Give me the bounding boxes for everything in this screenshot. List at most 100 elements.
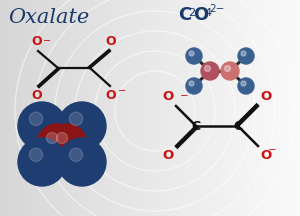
Bar bbox=[80, 0, 81, 216]
Bar bbox=[89, 0, 90, 216]
Bar bbox=[178, 0, 179, 216]
Bar bbox=[204, 0, 205, 216]
Bar bbox=[129, 0, 130, 216]
Bar bbox=[102, 0, 103, 216]
Bar bbox=[97, 0, 98, 216]
Bar bbox=[262, 0, 263, 216]
Text: −: − bbox=[43, 36, 51, 46]
Bar bbox=[206, 0, 207, 216]
Bar bbox=[104, 0, 105, 216]
Circle shape bbox=[186, 48, 202, 64]
Bar bbox=[150, 0, 151, 216]
Circle shape bbox=[241, 81, 246, 86]
Circle shape bbox=[58, 138, 106, 186]
Bar bbox=[211, 0, 212, 216]
Text: O: O bbox=[32, 35, 42, 48]
Bar bbox=[51, 0, 52, 216]
Bar bbox=[35, 0, 36, 216]
Bar bbox=[263, 0, 264, 216]
Text: O: O bbox=[163, 90, 174, 103]
Bar bbox=[236, 0, 237, 216]
Bar bbox=[196, 0, 197, 216]
Bar bbox=[156, 0, 157, 216]
Bar bbox=[127, 0, 128, 216]
Bar bbox=[254, 0, 255, 216]
Bar bbox=[276, 0, 277, 216]
Bar bbox=[163, 0, 164, 216]
Bar bbox=[222, 0, 223, 216]
Bar bbox=[143, 0, 144, 216]
Bar bbox=[218, 0, 219, 216]
Bar bbox=[278, 0, 279, 216]
Bar bbox=[215, 0, 216, 216]
Bar bbox=[226, 0, 227, 216]
Bar bbox=[227, 0, 228, 216]
Bar bbox=[248, 0, 249, 216]
Bar bbox=[246, 0, 247, 216]
Bar bbox=[21, 0, 22, 216]
Bar bbox=[0, 0, 1, 216]
Circle shape bbox=[189, 81, 194, 86]
Bar bbox=[123, 0, 124, 216]
Bar bbox=[168, 0, 169, 216]
Bar bbox=[229, 0, 230, 216]
Text: C: C bbox=[233, 119, 243, 132]
Bar bbox=[74, 0, 75, 216]
Bar bbox=[207, 0, 208, 216]
Bar bbox=[177, 0, 178, 216]
Bar bbox=[1, 0, 2, 216]
Bar bbox=[83, 0, 84, 216]
Bar bbox=[108, 0, 109, 216]
Bar bbox=[268, 0, 269, 216]
Bar bbox=[68, 0, 69, 216]
Bar bbox=[52, 0, 53, 216]
Text: C: C bbox=[191, 119, 201, 132]
Circle shape bbox=[186, 78, 202, 94]
Bar bbox=[17, 0, 18, 216]
Bar bbox=[152, 0, 153, 216]
Text: C: C bbox=[178, 6, 191, 24]
Circle shape bbox=[241, 51, 246, 56]
Bar bbox=[79, 0, 80, 216]
Bar bbox=[120, 0, 121, 216]
Bar bbox=[93, 0, 94, 216]
Bar bbox=[12, 0, 13, 216]
Bar bbox=[255, 0, 256, 216]
Circle shape bbox=[46, 132, 58, 144]
Circle shape bbox=[56, 132, 68, 144]
Bar bbox=[277, 0, 278, 216]
Bar bbox=[98, 0, 99, 216]
Bar bbox=[25, 0, 26, 216]
Circle shape bbox=[221, 62, 239, 80]
Bar bbox=[4, 0, 5, 216]
Bar bbox=[61, 0, 62, 216]
Text: O: O bbox=[193, 6, 208, 24]
Bar bbox=[37, 0, 38, 216]
Bar bbox=[66, 0, 67, 216]
Bar bbox=[8, 0, 9, 216]
Bar bbox=[121, 0, 122, 216]
Bar bbox=[289, 0, 290, 216]
Bar bbox=[130, 0, 131, 216]
Bar bbox=[223, 0, 224, 216]
Bar bbox=[256, 0, 257, 216]
Bar bbox=[220, 0, 221, 216]
Circle shape bbox=[18, 138, 66, 186]
Text: O: O bbox=[32, 89, 42, 102]
Bar bbox=[18, 0, 19, 216]
Bar bbox=[158, 0, 159, 216]
Bar bbox=[54, 0, 55, 216]
Circle shape bbox=[29, 112, 43, 125]
Bar bbox=[119, 0, 120, 216]
Bar bbox=[194, 0, 195, 216]
Bar bbox=[135, 0, 136, 216]
Bar bbox=[16, 0, 17, 216]
Bar bbox=[63, 0, 64, 216]
Bar bbox=[172, 0, 173, 216]
Bar bbox=[57, 0, 58, 216]
Bar bbox=[3, 0, 4, 216]
Bar bbox=[151, 0, 152, 216]
Bar bbox=[147, 0, 148, 216]
Bar bbox=[26, 0, 27, 216]
Circle shape bbox=[58, 102, 106, 150]
